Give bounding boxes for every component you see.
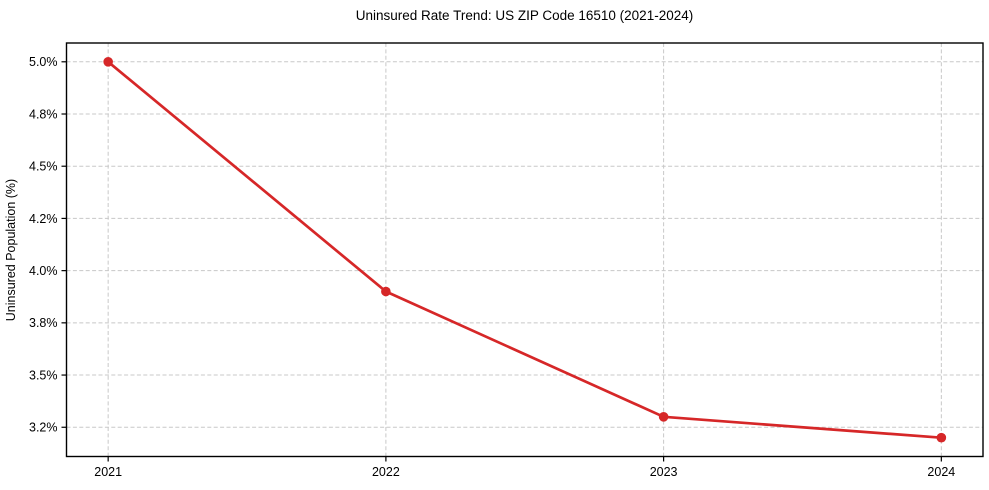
x-tick-label: 2022 [372, 465, 400, 479]
data-point [381, 286, 391, 297]
data-point [936, 432, 947, 443]
y-tick-label: 3.2% [29, 421, 58, 435]
trend-line [106, 60, 943, 440]
chart-title: Uninsured Rate Trend: US ZIP Code 16510 … [355, 8, 694, 23]
y-tick-label: 3.8% [29, 316, 58, 330]
y-tick-label: 4.8% [29, 107, 58, 121]
plot-border [65, 42, 984, 458]
x-tick-label: 2023 [650, 465, 678, 479]
x-tick-label: 2024 [927, 465, 955, 479]
y-tick-label: 5.0% [29, 55, 58, 69]
x-tick-label: 2021 [94, 465, 122, 479]
y-tick-label: 4.0% [29, 264, 58, 278]
data-point [658, 412, 669, 422]
y-tick-label: 4.2% [29, 212, 58, 226]
y-tick-label: 3.5% [29, 368, 58, 382]
y-tick-label: 4.5% [29, 160, 58, 174]
data-point [103, 56, 113, 67]
